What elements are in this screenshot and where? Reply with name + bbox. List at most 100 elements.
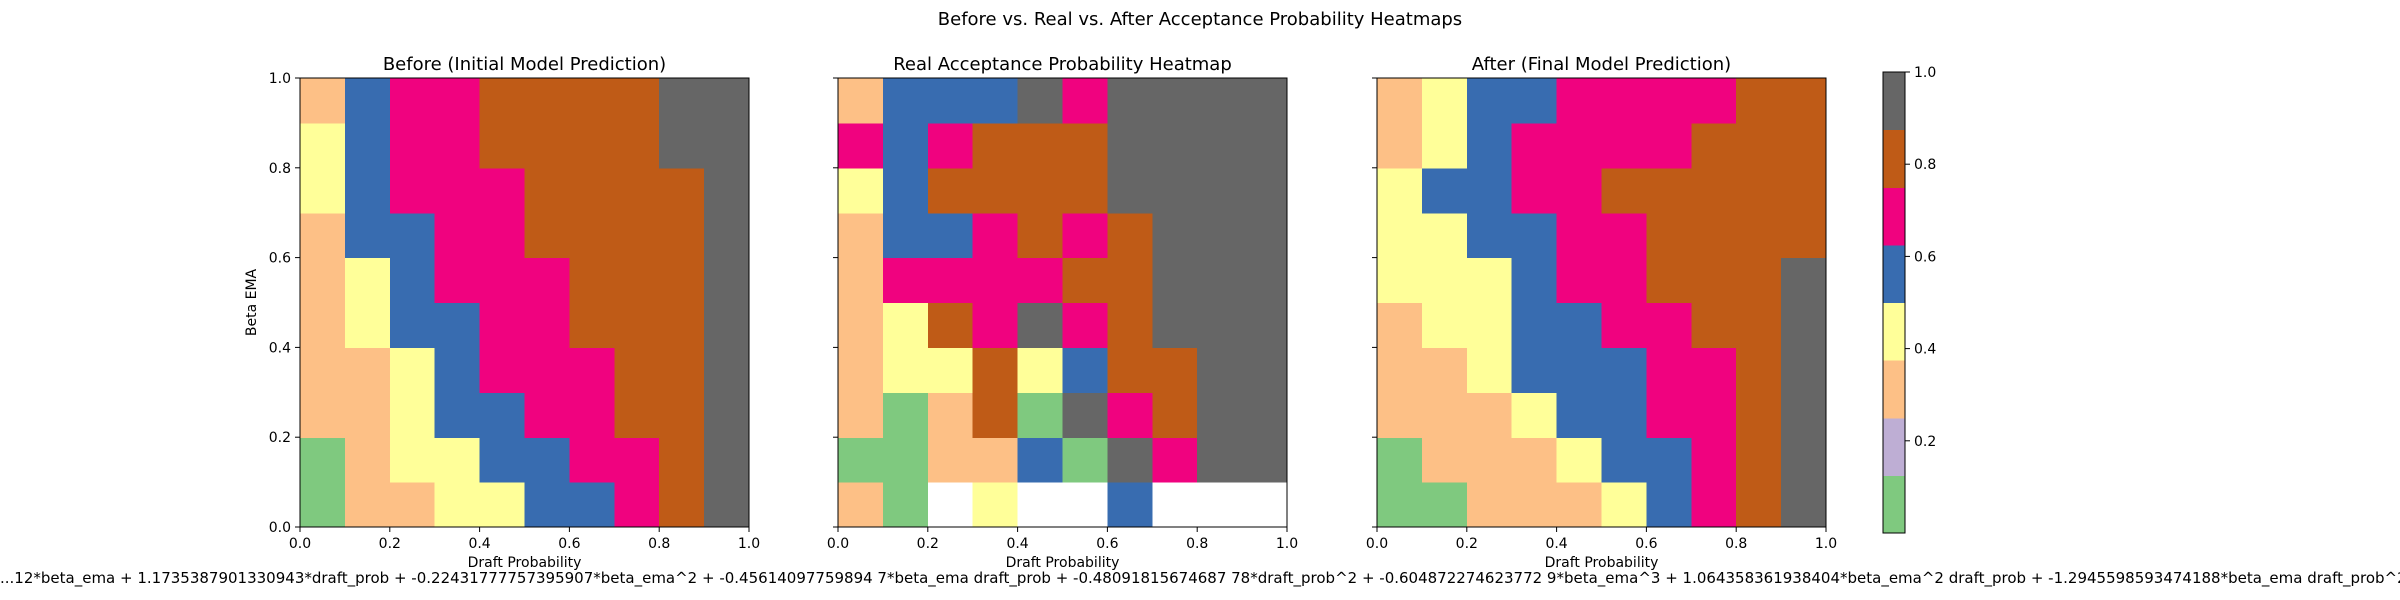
heatmap-cell — [1062, 122, 1108, 169]
heatmap-cell — [1107, 212, 1153, 259]
heatmap-cell — [1197, 122, 1243, 169]
heatmap-cell — [389, 347, 436, 393]
panel-title: After (Final Model Prediction) — [1472, 54, 1731, 75]
heatmap-cell — [927, 122, 974, 169]
heatmap-cell — [300, 212, 346, 259]
heatmap-cell — [1152, 302, 1198, 348]
heatmap-cell — [569, 392, 615, 438]
heatmap-cell — [659, 167, 705, 214]
x-tick-label: 0.6 — [1635, 536, 1657, 552]
heatmap-cell — [614, 78, 660, 124]
x-tick-label: 0.4 — [1545, 536, 1567, 552]
heatmap-cell — [1197, 167, 1243, 214]
heatmap-cell — [972, 302, 1019, 348]
heatmap-cell — [1511, 257, 1558, 304]
heatmap-cell — [1646, 167, 1692, 214]
heatmap-cell — [1736, 437, 1782, 483]
heatmap-cell — [927, 212, 974, 259]
heatmap-cell — [1197, 347, 1243, 393]
heatmap-cell — [882, 257, 929, 304]
heatmap-cell — [1062, 347, 1108, 393]
heatmap-cell — [1511, 167, 1558, 214]
heatmap-cell — [344, 302, 391, 348]
heatmap-cell — [927, 257, 974, 304]
heatmap-cell — [1377, 392, 1423, 438]
heatmap-cell — [569, 437, 615, 483]
heatmap-cell — [1421, 437, 1468, 483]
heatmap-cell — [1242, 392, 1288, 438]
heatmap-cell — [614, 212, 660, 259]
colorbar-frame — [1882, 71, 1906, 534]
heatmap-cell — [1691, 482, 1737, 528]
heatmap-cell — [1511, 437, 1558, 483]
heatmap-cell — [838, 257, 884, 304]
heatmap-cell — [1781, 347, 1827, 393]
heatmap-cell — [1781, 122, 1827, 169]
heatmap-cell — [972, 212, 1019, 259]
heatmap-cell — [614, 122, 660, 169]
heatmap-cell — [1152, 347, 1198, 393]
heatmap-cell — [1377, 122, 1423, 169]
heatmap-cell — [1242, 302, 1288, 348]
y-tick-label: 0.0 — [269, 520, 291, 536]
heatmap-cell — [1511, 392, 1558, 438]
heatmap-cell — [1152, 78, 1198, 124]
heatmap-cell — [1511, 78, 1558, 124]
colorbar-tick-label: 0.2 — [1914, 434, 1936, 450]
heatmap-cell — [972, 167, 1019, 214]
heatmap-cell — [1556, 437, 1603, 483]
heatmap-cell — [524, 78, 570, 124]
heatmap-cell — [882, 78, 929, 124]
heatmap-cell — [1556, 212, 1603, 259]
heatmap-cell — [972, 437, 1019, 483]
heatmap-cell — [838, 347, 884, 393]
heatmap-cell — [434, 392, 481, 438]
heatmap-cell — [927, 482, 974, 528]
heatmap-cell — [1691, 302, 1737, 348]
heatmap-cell — [1017, 302, 1064, 348]
heatmap-cell — [614, 167, 660, 214]
heatmap-cell — [1556, 302, 1603, 348]
heatmap-cell — [479, 257, 526, 304]
heatmap-cell — [300, 482, 346, 528]
heatmap-cell — [927, 347, 974, 393]
heatmap-cell — [434, 122, 481, 169]
panel-title: Before (Initial Model Prediction) — [383, 54, 666, 75]
heatmap-cell — [1062, 482, 1108, 528]
heatmap-cell — [659, 347, 705, 393]
heatmap-cell — [1421, 212, 1468, 259]
heatmap-cell — [1152, 257, 1198, 304]
heatmap-cell — [927, 78, 974, 124]
colorbar-segment — [1883, 302, 1905, 361]
heatmap-cell — [882, 482, 929, 528]
heatmap-cell — [1152, 392, 1198, 438]
heatmap-cell — [1107, 122, 1153, 169]
heatmap-cell — [1736, 347, 1782, 393]
heatmap-cell — [659, 392, 705, 438]
heatmap-cell — [1556, 167, 1603, 214]
heatmap-cell — [1197, 78, 1243, 124]
heatmap-cell — [704, 302, 750, 348]
heatmap-cell — [1017, 257, 1064, 304]
heatmap-cell — [1107, 437, 1153, 483]
heatmap-cell — [1017, 78, 1064, 124]
model-formula: ...12*beta_ema + 1.1735387901330943*draf… — [0, 569, 2400, 587]
heatmap-cell — [1466, 78, 1513, 124]
heatmap-cell — [1691, 437, 1737, 483]
heatmap-cell — [389, 437, 436, 483]
heatmap-cell — [1242, 347, 1288, 393]
heatmap-cell — [927, 392, 974, 438]
heatmap-cell — [1466, 122, 1513, 169]
heatmap-cell — [1017, 122, 1064, 169]
heatmap-cell — [1421, 167, 1468, 214]
heatmap-cell — [1377, 302, 1423, 348]
heatmap-cell — [1736, 482, 1782, 528]
panel-title: Real Acceptance Probability Heatmap — [893, 54, 1232, 75]
colorbar-segment — [1883, 129, 1905, 188]
heatmap-cell — [704, 257, 750, 304]
axes-frame — [1376, 77, 1827, 528]
heatmap-cell — [1466, 392, 1513, 438]
heatmap-cell — [1511, 482, 1558, 528]
heatmap-cell — [479, 78, 526, 124]
